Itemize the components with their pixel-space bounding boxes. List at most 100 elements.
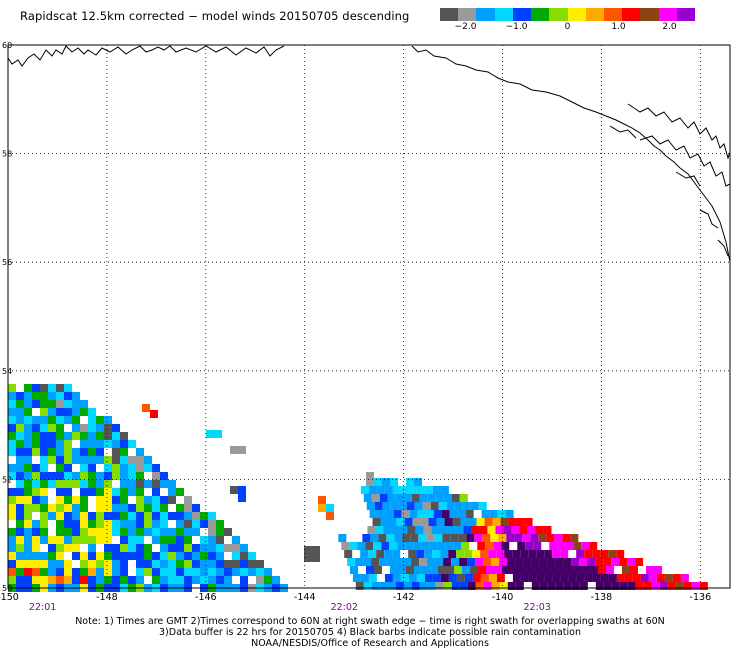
swath-cell	[64, 456, 72, 464]
swath-cell	[40, 440, 48, 448]
swath-cell	[675, 582, 684, 590]
swath-cell	[603, 582, 612, 590]
swath-cell	[446, 566, 454, 574]
swath-cell	[136, 504, 144, 512]
swath-cell	[488, 550, 497, 558]
swath-cell	[240, 568, 248, 576]
swath-cell	[230, 446, 238, 454]
swath-cell	[378, 534, 387, 542]
swath-cell	[232, 536, 240, 544]
swath-cell	[406, 566, 414, 574]
swath-cell	[506, 534, 515, 542]
swath-cell	[429, 542, 438, 550]
swath-cell	[8, 512, 16, 520]
swath-cell	[200, 520, 208, 528]
swath-cell	[96, 440, 104, 448]
swath-cell	[40, 408, 48, 416]
swath-cell	[8, 528, 16, 536]
swath-cell	[500, 518, 509, 526]
swath-cell	[32, 544, 40, 552]
swath-cell	[32, 488, 40, 496]
swath-cell	[377, 510, 386, 518]
swath-cell	[490, 534, 499, 542]
swath-cell	[192, 544, 200, 552]
swath-cell	[455, 526, 464, 534]
swath-cell	[16, 496, 24, 504]
longitude-tick-label: -138	[591, 592, 613, 603]
swath-cell	[547, 582, 556, 590]
swath-cell	[40, 456, 48, 464]
swath-cell	[8, 440, 16, 448]
swath-cell	[72, 432, 80, 440]
swath-cell	[128, 528, 136, 536]
swath-cell	[341, 542, 350, 550]
swath-cell	[136, 488, 144, 496]
swath-cell	[371, 582, 380, 590]
swath-cell	[531, 582, 540, 590]
swath-cell	[208, 576, 216, 584]
swath-cell	[382, 502, 391, 510]
swath-cell	[112, 544, 120, 552]
swath-cell	[560, 574, 569, 582]
swath-cell	[128, 464, 136, 472]
swath-cell	[460, 518, 469, 526]
swath-cell	[8, 568, 16, 576]
swath-cell	[200, 576, 208, 584]
swath-cell	[88, 544, 96, 552]
swath-cell	[16, 552, 24, 560]
swath-cell	[374, 478, 382, 486]
swath-cell	[640, 574, 649, 582]
swath-cell	[557, 542, 566, 550]
swath-cell	[632, 574, 641, 582]
swath-cell	[472, 550, 481, 558]
swath-cell	[96, 432, 104, 440]
swath-cell	[491, 558, 500, 566]
swath-cell	[24, 464, 32, 472]
swath-cell	[152, 552, 160, 560]
swath-cell	[478, 566, 486, 574]
swath-cell	[587, 558, 596, 566]
swath-cell	[56, 464, 64, 472]
swath-cell	[144, 480, 152, 488]
swath-cell	[659, 582, 668, 590]
swath-cell	[480, 550, 489, 558]
swath-cell	[573, 542, 582, 550]
colorbar-tick-label: 1.0	[611, 22, 626, 32]
swath-cell	[64, 512, 72, 520]
swath-cell	[344, 550, 353, 558]
swath-cell	[120, 480, 128, 488]
swath-cell	[128, 520, 136, 528]
swath-cell	[96, 424, 104, 432]
swath-cell	[80, 520, 88, 528]
swath-cell	[264, 576, 272, 584]
swath-cell	[667, 582, 676, 590]
swath-cell	[384, 486, 393, 494]
swath-cell	[392, 486, 401, 494]
swath-cell	[64, 448, 72, 456]
swath-cell	[533, 542, 542, 550]
swath-cell	[214, 430, 222, 438]
swath-cell	[496, 550, 505, 558]
swath-cell	[152, 528, 160, 536]
swath-cell	[80, 496, 88, 504]
swath-cell	[432, 486, 441, 494]
swath-cell	[579, 582, 588, 590]
swath-cell	[136, 520, 144, 528]
swath-cell	[168, 544, 176, 552]
swath-cell	[584, 550, 593, 558]
swath-cell	[16, 400, 24, 408]
coastline-fjords-1	[627, 103, 731, 160]
swath-cell	[447, 526, 456, 534]
swath-cell	[427, 558, 436, 566]
swath-cell	[88, 568, 96, 576]
swath-cell	[648, 574, 657, 582]
swath-cell	[88, 528, 96, 536]
swath-cell	[451, 558, 460, 566]
swath-cell	[592, 550, 601, 558]
swath-cell	[463, 526, 472, 534]
swath-cell	[56, 432, 64, 440]
swath-cell	[464, 550, 473, 558]
swath-cell	[144, 544, 152, 552]
map-frame	[7, 44, 731, 589]
swath-cell	[56, 504, 64, 512]
